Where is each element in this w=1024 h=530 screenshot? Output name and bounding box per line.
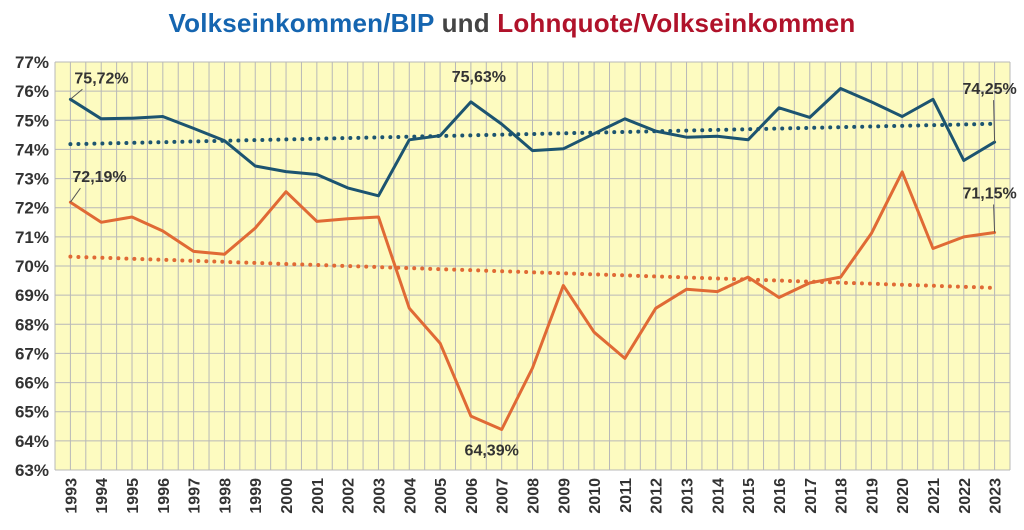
series-lines xyxy=(68,87,997,431)
x-tick-label: 2009 xyxy=(556,478,573,514)
series-line-0 xyxy=(68,87,997,198)
x-tick-label: 2005 xyxy=(433,478,450,514)
x-tick-label: 2007 xyxy=(495,478,512,514)
y-tick-label: 75% xyxy=(15,111,49,130)
x-tick-label: 2013 xyxy=(680,478,697,514)
y-tick-label: 70% xyxy=(15,257,49,276)
x-tick-label: 2019 xyxy=(864,478,881,514)
title-part-und: und xyxy=(441,8,490,38)
y-tick-label: 67% xyxy=(15,344,49,363)
x-tick-label: 1993 xyxy=(63,478,80,514)
y-tick-label: 77% xyxy=(15,53,49,72)
y-tick-label: 66% xyxy=(15,374,49,393)
x-tick-label: 1994 xyxy=(94,478,111,514)
x-tick-label: 2023 xyxy=(988,478,1005,514)
y-tick-label: 74% xyxy=(15,140,49,159)
y-tick-label: 63% xyxy=(15,461,49,480)
y-tick-label: 71% xyxy=(15,228,49,247)
chart-title: Volkseinkommen/BIP und Lohnquote/Volksei… xyxy=(0,8,1024,39)
y-axis-ticks: 63% 64% 65% 66% 67% 68% 69% 70% 71% 72% 73% 74% 75% 7… xyxy=(15,53,49,480)
x-tick-label: 2008 xyxy=(526,478,543,514)
x-tick-label: 2017 xyxy=(803,478,820,514)
data-annotations: 75,72% 75,63% 74,25% 72,19% 71,15% 64,39% xyxy=(69,69,1017,459)
trendline xyxy=(68,254,997,290)
data-label: 75,63% xyxy=(452,69,506,86)
title-part-volkseinkommen-bip: Volkseinkommen/BIP xyxy=(168,8,435,38)
data-label: 75,72% xyxy=(74,70,128,87)
x-tick-label: 2018 xyxy=(834,478,851,514)
y-tick-label: 68% xyxy=(15,315,49,334)
x-tick-label: 2002 xyxy=(341,478,358,514)
annotation-leader xyxy=(69,187,81,203)
annotation-leader xyxy=(993,204,996,233)
title-part-lohnquote: Lohnquote/Volkseinkommen xyxy=(497,8,856,38)
x-tick-label: 2014 xyxy=(710,478,727,514)
annotation-leader xyxy=(70,88,83,100)
y-tick-label: 69% xyxy=(15,286,49,305)
x-tick-label: 1996 xyxy=(156,478,173,514)
x-tick-label: 2006 xyxy=(464,478,481,514)
x-tick-label: 2001 xyxy=(310,478,327,514)
x-tick-label: 2004 xyxy=(402,478,419,514)
trendline xyxy=(68,121,997,147)
x-tick-label: 2020 xyxy=(895,478,912,514)
x-tick-label: 1997 xyxy=(187,478,204,514)
x-tick-label: 2016 xyxy=(772,478,789,514)
x-tick-label: 2012 xyxy=(649,478,666,514)
x-tick-label: 2021 xyxy=(926,478,943,514)
annotation-leader xyxy=(993,100,996,143)
x-axis-ticks: 1993 1994 1995 1996 1997 1998 1999 2000 2001 2002… xyxy=(63,478,1004,514)
data-label: 71,15% xyxy=(962,185,1016,202)
x-tick-label: 1998 xyxy=(217,478,234,514)
y-tick-label: 76% xyxy=(15,82,49,101)
data-label: 64,39% xyxy=(465,442,519,459)
x-tick-label: 2010 xyxy=(587,478,604,514)
x-tick-label: 2003 xyxy=(371,478,388,514)
x-tick-label: 2015 xyxy=(741,478,758,514)
horizontal-gridlines xyxy=(55,61,1010,471)
x-tick-label: 1999 xyxy=(248,478,265,514)
series-line-1 xyxy=(68,170,997,431)
data-label: 72,19% xyxy=(72,169,126,186)
y-tick-label: 65% xyxy=(15,403,49,422)
y-tick-label: 64% xyxy=(15,432,49,451)
y-tick-label: 72% xyxy=(15,199,49,218)
data-label: 74,25% xyxy=(962,81,1016,98)
x-tick-label: 2011 xyxy=(618,478,635,513)
y-tick-label: 73% xyxy=(15,170,49,189)
x-tick-label: 1995 xyxy=(125,478,142,514)
trendlines xyxy=(68,121,997,290)
x-tick-label: 2022 xyxy=(957,478,974,514)
x-tick-label: 2000 xyxy=(279,478,296,514)
